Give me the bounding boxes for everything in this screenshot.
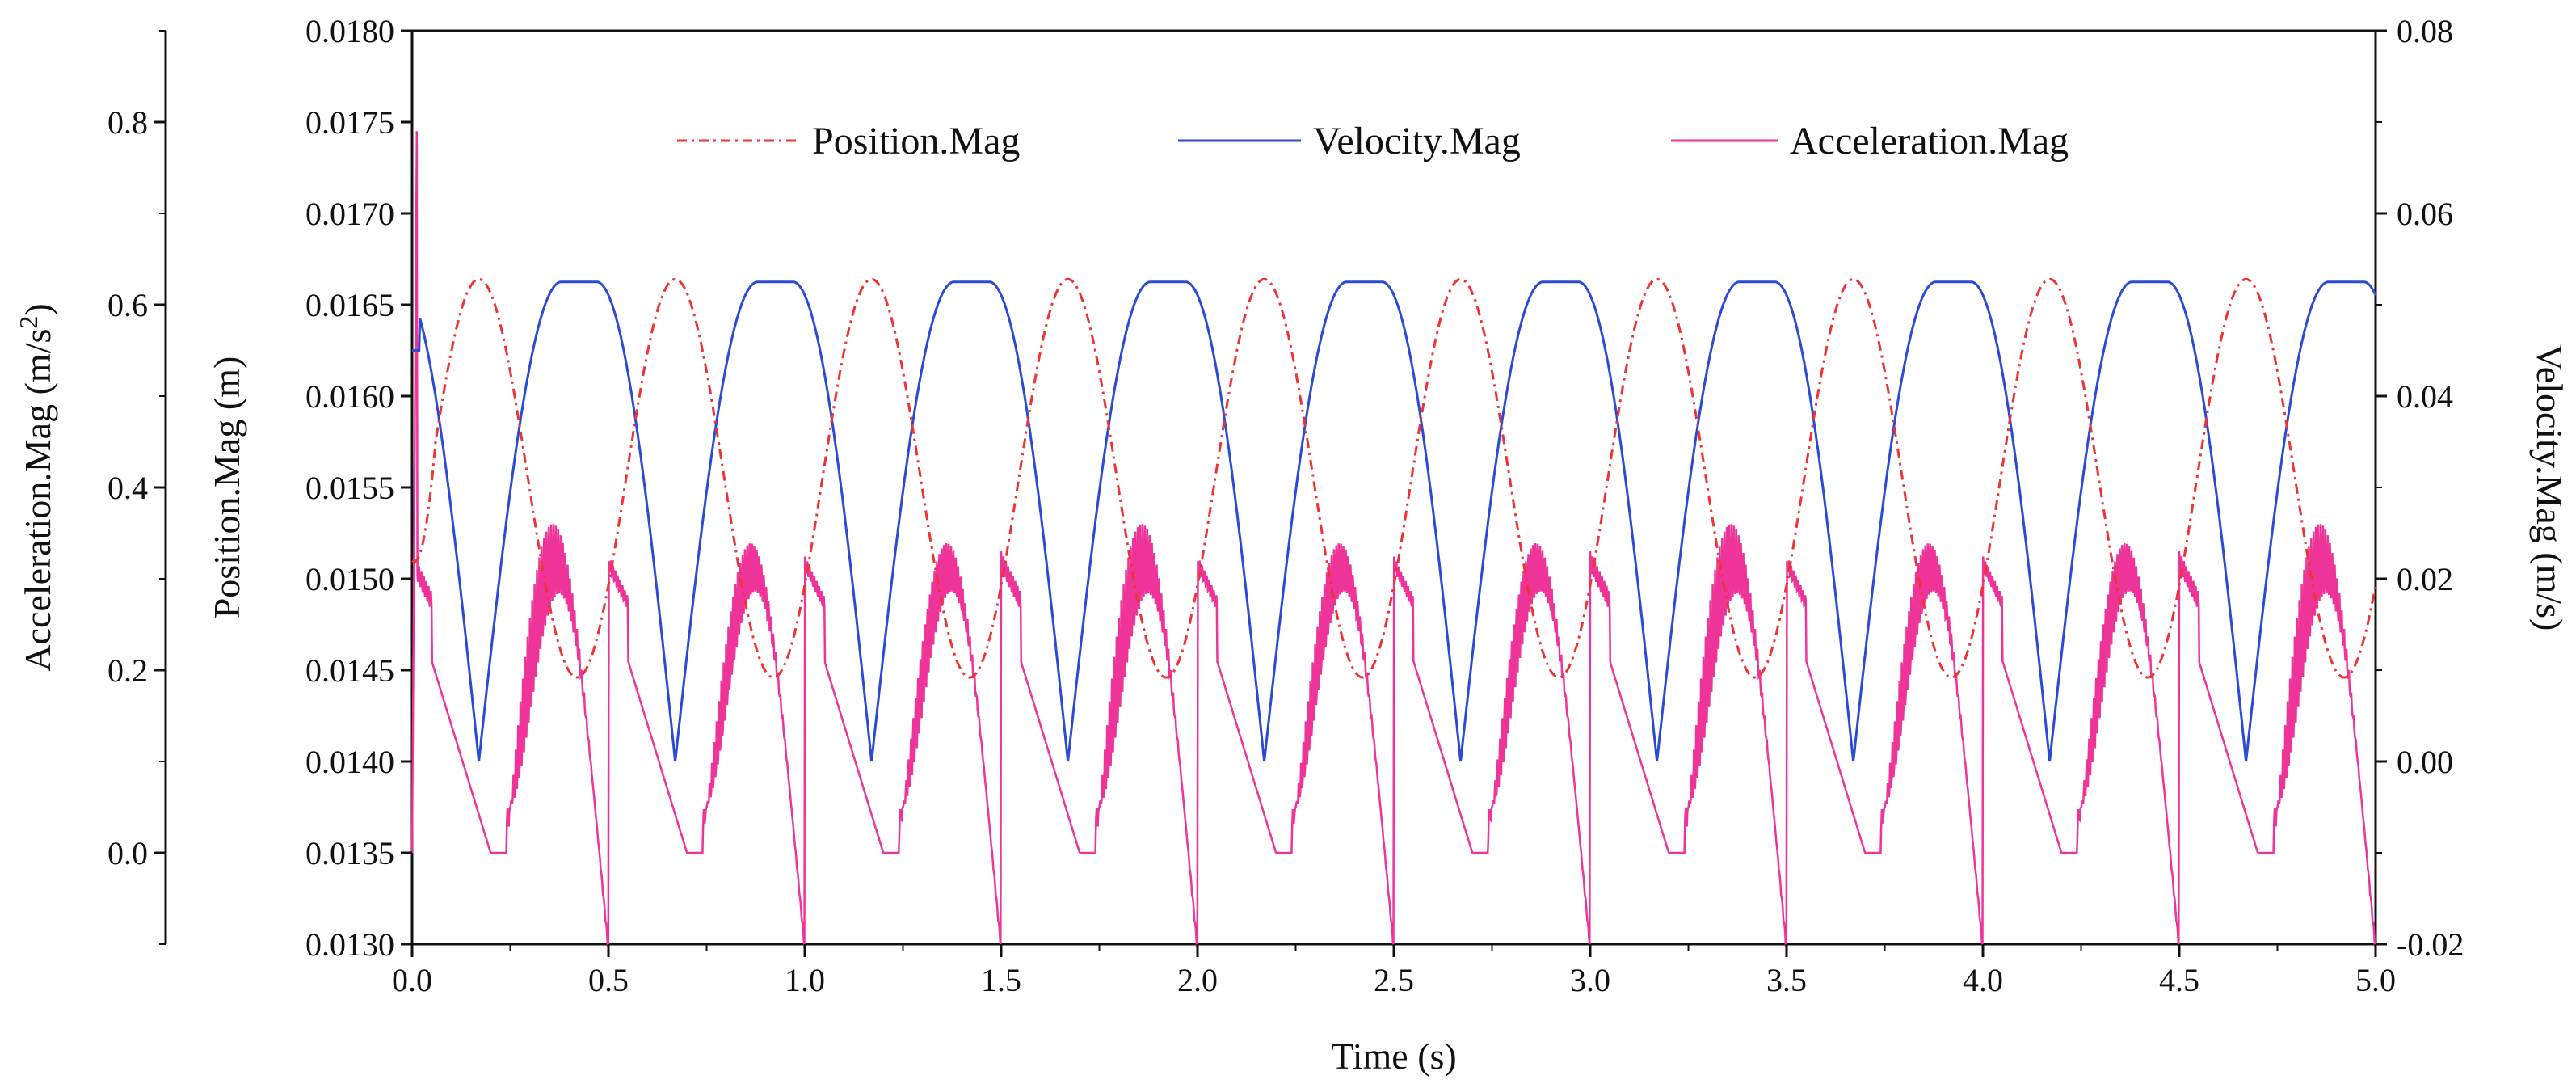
series-acceleration-line bbox=[410, 131, 2376, 949]
acceleration-tick-label: 0.4 bbox=[107, 470, 148, 506]
position-tick-label: 0.0170 bbox=[305, 196, 394, 232]
x-tick-label: 2.0 bbox=[1177, 962, 1218, 998]
x-tick-label: 4.5 bbox=[2159, 962, 2199, 998]
acceleration-axis-title: Acceleration.Mag (m/s2) bbox=[14, 303, 58, 671]
position-tick-label: 0.0160 bbox=[305, 378, 394, 415]
series-velocity-line bbox=[412, 280, 2377, 762]
position-tick-label: 0.0155 bbox=[305, 470, 394, 506]
x-tick-label: 4.0 bbox=[1963, 962, 2003, 998]
velocity-axis-title: Velocity.Mag (m/s) bbox=[2529, 344, 2570, 631]
velocity-tick-label: 0.08 bbox=[2397, 13, 2453, 49]
position-tick-label: 0.0140 bbox=[305, 744, 394, 780]
velocity-tick-label: 0.04 bbox=[2397, 378, 2453, 415]
x-tick-label: 5.0 bbox=[2355, 962, 2396, 998]
x-tick-label: 0.5 bbox=[588, 962, 629, 998]
position-axis-title: Position.Mag (m) bbox=[206, 356, 247, 619]
series-layer bbox=[410, 131, 2377, 949]
x-tick-label: 2.5 bbox=[1374, 962, 1414, 998]
velocity-tick-label: -0.02 bbox=[2397, 926, 2464, 963]
x-tick-label: 0.0 bbox=[392, 962, 432, 998]
position-tick-label: 0.0165 bbox=[305, 287, 394, 323]
x-tick-label: 1.0 bbox=[785, 962, 825, 998]
acceleration-tick-label: 0.2 bbox=[107, 652, 148, 689]
position-tick-label: 0.0130 bbox=[305, 926, 394, 963]
legend-acceleration-label: Acceleration.Mag bbox=[1790, 120, 2069, 162]
x-tick-label: 3.5 bbox=[1766, 962, 1807, 998]
legend: Position.Mag Velocity.Mag Acceleration.M… bbox=[677, 120, 2069, 162]
velocity-tick-label: 0.00 bbox=[2397, 744, 2453, 780]
velocity-tick-label: 0.02 bbox=[2397, 561, 2453, 597]
legend-velocity-label: Velocity.Mag bbox=[1313, 120, 1521, 162]
position-tick-label: 0.0135 bbox=[305, 835, 394, 871]
ticks-layer: 0.0 0.5 1.0 1.5 2.0 2.5 3.0 3.5 4.0 4.5 5.00.01300… bbox=[107, 13, 2464, 998]
acceleration-axis-title-prefix: Acceleration.Mag (m/s bbox=[17, 329, 58, 672]
x-tick-label: 1.5 bbox=[981, 962, 1021, 998]
acceleration-axis-title-superscript: 2 bbox=[14, 316, 43, 329]
position-tick-label: 0.0180 bbox=[305, 13, 394, 49]
velocity-tick-label: 0.06 bbox=[2397, 196, 2453, 232]
acceleration-tick-label: 0.6 bbox=[107, 287, 148, 323]
acceleration-axis-title-suffix: ) bbox=[17, 303, 58, 315]
x-axis-title: Time (s) bbox=[1331, 1035, 1457, 1077]
acceleration-tick-label: 0.0 bbox=[107, 835, 148, 871]
x-tick-label: 3.0 bbox=[1570, 962, 1610, 998]
position-tick-label: 0.0145 bbox=[305, 652, 394, 689]
acceleration-tick-label: 0.8 bbox=[107, 104, 148, 141]
position-tick-label: 0.0175 bbox=[305, 104, 394, 141]
position-tick-label: 0.0150 bbox=[305, 561, 394, 597]
legend-position-label: Position.Mag bbox=[812, 120, 1020, 162]
